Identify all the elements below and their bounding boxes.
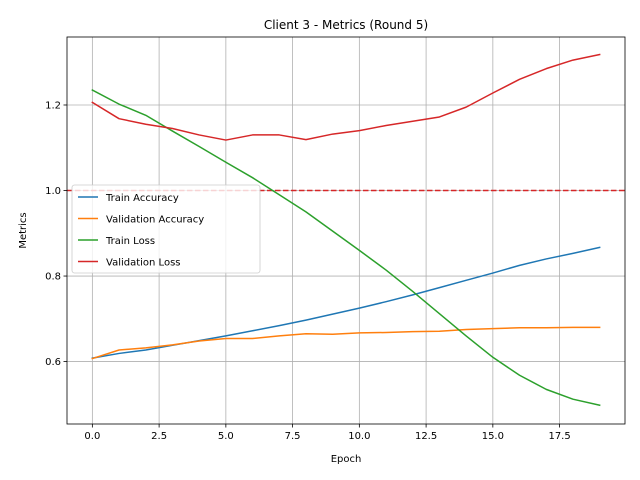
legend-label: Validation Accuracy [106, 215, 204, 226]
series-line-validation-accuracy [91, 326, 601, 360]
legend: Train Accuracy Validation Accuracy Train L… [71, 184, 261, 274]
x-tick-label: 17.5 [548, 431, 570, 442]
series-line-validation-loss [91, 53, 601, 141]
y-tick-label: 0.8 [45, 272, 61, 283]
x-tick-label: 10.0 [348, 431, 370, 442]
x-tick-label: 0.0 [84, 431, 100, 442]
chart-title: Client 3 - Metrics (Round 5) [264, 18, 428, 32]
x-tick-label: 12.5 [415, 431, 437, 442]
x-axis-title: Epoch [331, 454, 362, 465]
y-tick-label: 0.6 [45, 357, 61, 368]
ticks-layer: 0.0 2.5 5.0 7.5 10.0 12.5 15.0 17.5 0.6 0.8 1.0 1.2 [45, 100, 571, 442]
x-tick-label: 15.0 [482, 431, 504, 442]
series-layer [91, 53, 601, 407]
x-tick-label: 2.5 [151, 431, 167, 442]
plot-frame [66, 36, 626, 425]
legend-label: Train Accuracy [105, 193, 179, 204]
y-tick-label: 1.0 [45, 186, 61, 197]
legend-label: Validation Loss [106, 258, 181, 269]
series-line-train-loss [91, 89, 601, 407]
y-tick-label: 1.2 [45, 100, 61, 111]
legend-label: Train Loss [105, 236, 155, 247]
x-tick-label: 5.0 [218, 431, 234, 442]
x-tick-label: 7.5 [285, 431, 301, 442]
y-axis-title: Metrics [18, 212, 29, 248]
legend-box [71, 184, 261, 274]
